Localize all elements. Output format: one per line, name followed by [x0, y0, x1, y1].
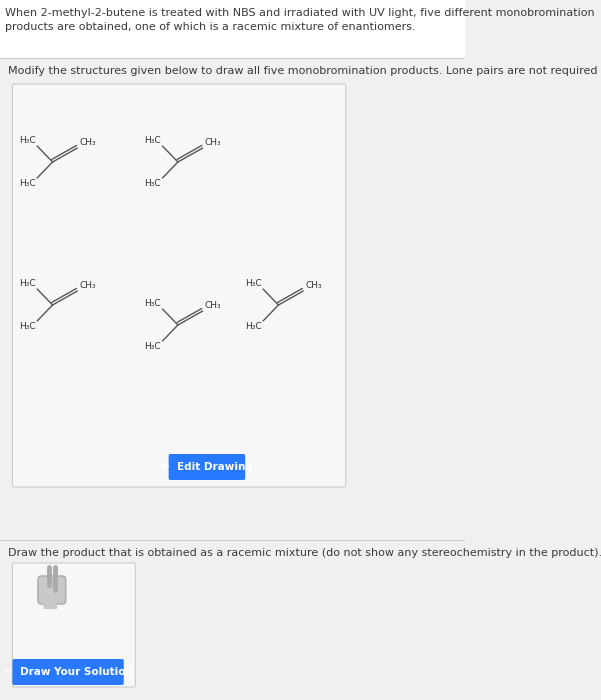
Text: H₃C: H₃C — [19, 322, 35, 331]
Text: CH₃: CH₃ — [205, 138, 222, 147]
Text: ✏  Draw Your Solution: ✏ Draw Your Solution — [4, 667, 132, 677]
FancyBboxPatch shape — [13, 84, 346, 487]
Text: H₃C: H₃C — [19, 136, 35, 145]
Text: CH₃: CH₃ — [80, 281, 96, 290]
Text: ✏  Edit Drawing: ✏ Edit Drawing — [161, 462, 253, 472]
Text: H₃C: H₃C — [144, 299, 161, 308]
FancyBboxPatch shape — [13, 659, 124, 685]
Text: H₃C: H₃C — [144, 136, 161, 145]
Text: CH₃: CH₃ — [205, 301, 222, 310]
Text: products are obtained, one of which is a racemic mixture of enantiomers.: products are obtained, one of which is a… — [5, 22, 416, 32]
Text: H₃C: H₃C — [144, 179, 161, 188]
Text: H₃C: H₃C — [144, 342, 161, 351]
FancyBboxPatch shape — [169, 454, 245, 480]
FancyBboxPatch shape — [38, 576, 66, 604]
Text: CH₃: CH₃ — [80, 138, 96, 147]
Text: When 2-methyl-2-butene is treated with NBS and irradiated with UV light, five di: When 2-methyl-2-butene is treated with N… — [5, 8, 595, 18]
Text: Modify the structures given below to draw all five monobromination products. Lon: Modify the structures given below to dra… — [8, 66, 597, 76]
Text: H₃C: H₃C — [245, 322, 261, 331]
Text: H₃C: H₃C — [245, 279, 261, 288]
FancyBboxPatch shape — [13, 563, 135, 687]
Bar — [0, 0, 465, 58]
Text: Draw the product that is obtained as a racemic mixture (do not show any stereoch: Draw the product that is obtained as a r… — [8, 548, 601, 558]
Text: CH₃: CH₃ — [305, 281, 322, 290]
Bar — [0, 485, 465, 540]
Text: H₃C: H₃C — [19, 279, 35, 288]
Bar — [0, 540, 465, 700]
Text: H₃C: H₃C — [19, 179, 35, 188]
